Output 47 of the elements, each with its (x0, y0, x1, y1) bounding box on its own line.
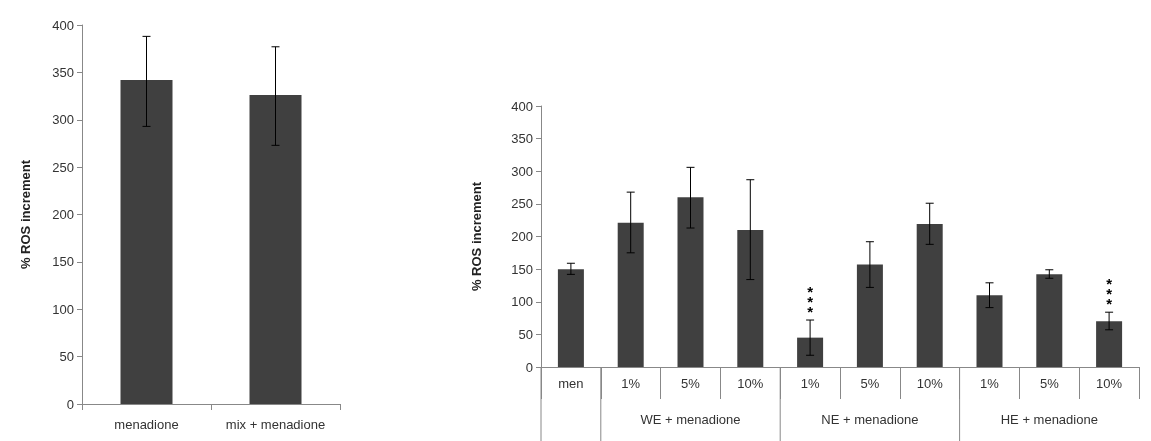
bar (617, 222, 644, 367)
x-tick-label: 1% (800, 376, 820, 391)
x-tick-label: 1% (621, 376, 641, 391)
x-tick-label: 5% (1039, 376, 1060, 391)
y-tick-label: 350 (511, 131, 533, 147)
data-label: *** (807, 282, 814, 320)
bar (797, 337, 824, 367)
bar (856, 264, 883, 367)
x-tick-label: menadione (114, 417, 179, 432)
x-tick-label: 5% (681, 376, 701, 391)
y-tick-label: 50 (518, 326, 533, 342)
y-tick-label: 150 (52, 254, 74, 270)
y-tick-label: 250 (52, 159, 74, 175)
bar (737, 229, 764, 367)
y-tick-label: 400 (52, 17, 74, 33)
y-tick-label: 50 (59, 349, 74, 365)
y-tick-label: 100 (52, 301, 74, 317)
y-axis-title: % ROS increment (18, 159, 33, 270)
y-tick-label: 250 (511, 196, 533, 212)
y-tick-label: 300 (52, 112, 74, 128)
y-tick-label: 200 (511, 229, 533, 244)
y-tick-label: 100 (511, 294, 533, 310)
bar (1036, 274, 1063, 367)
y-tick-label: 200 (52, 207, 74, 222)
bar (916, 224, 943, 367)
y-tick-label: 350 (52, 64, 74, 80)
x-tick-label: men (558, 376, 584, 391)
x-tick-label: 5% (860, 376, 880, 391)
x-tick-label: mix + menadione (225, 417, 326, 432)
bar (677, 197, 704, 367)
x-tick-label: 10% (1096, 376, 1123, 391)
x-tick-label: 1% (980, 376, 1000, 391)
y-tick-label: 400 (511, 98, 533, 114)
bar (557, 269, 584, 367)
bar (1096, 321, 1123, 367)
y-tick-label: 0 (525, 359, 533, 375)
x-tick-label: 10% (916, 376, 944, 391)
y-axis-title: % ROS increment (469, 181, 484, 292)
bar (976, 295, 1003, 367)
x-tick-label: 10% (737, 376, 764, 391)
y-tick-label: 150 (511, 261, 533, 277)
text: HE + menadione (1000, 411, 1098, 427)
text: WE + menadione (640, 411, 741, 427)
data-label: *** (1106, 274, 1113, 312)
y-tick-label: 0 (66, 396, 74, 412)
text: NE + menadione (821, 411, 919, 427)
y-tick-label: 300 (511, 163, 533, 179)
